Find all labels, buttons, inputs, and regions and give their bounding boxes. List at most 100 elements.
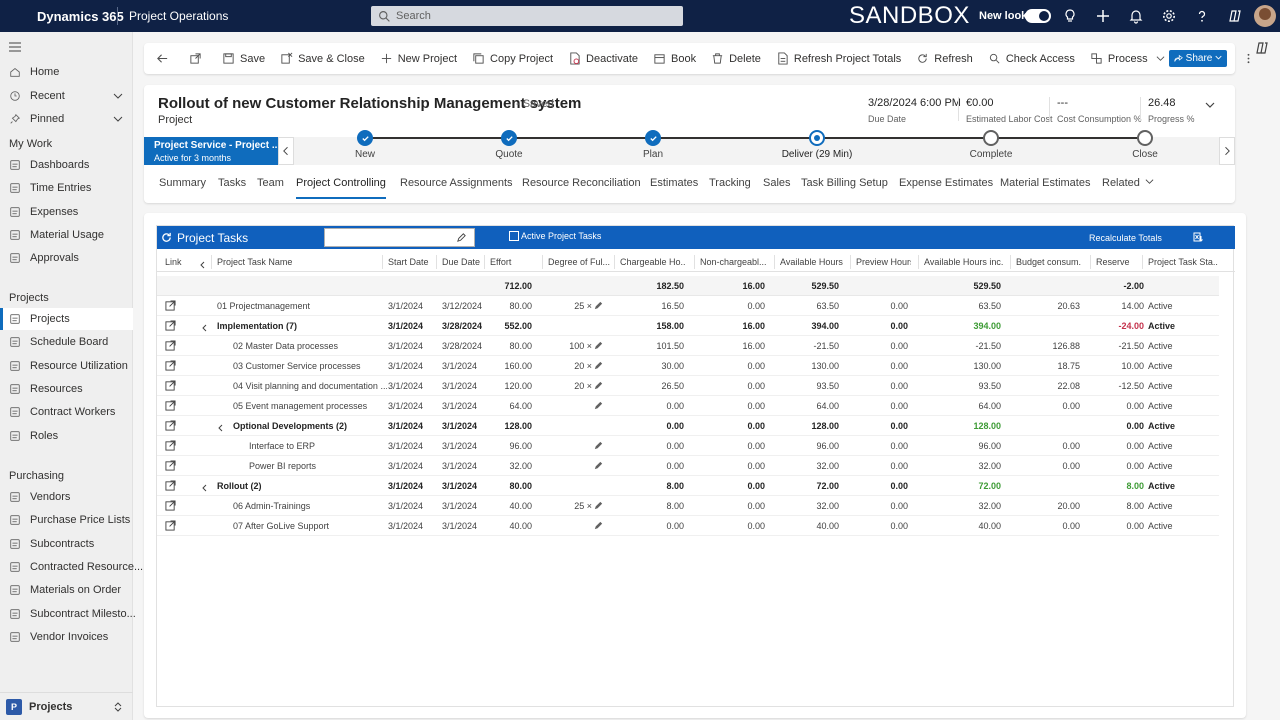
column-header-available-hours[interactable]: Available Hours [780,257,843,267]
export-excel-button[interactable] [1193,231,1205,246]
table-row[interactable]: Implementation (7) 3/1/2024 3/28/2024 552.0… [157,316,1219,336]
hamburger-menu-icon[interactable] [9,41,21,52]
sidebar-item-time-entries[interactable]: Time Entries [0,177,133,199]
open-record-icon[interactable] [165,520,176,531]
sidebar-item-pinned[interactable]: Pinned [0,108,133,130]
tab-summary[interactable]: Summary [159,177,206,189]
check-access-button[interactable]: Check Access [988,52,1075,65]
open-record-icon[interactable] [165,420,176,431]
sidebar-item-material-usage[interactable]: Material Usage [0,224,133,246]
column-header-non-chargeabl[interactable]: Non-chargeabl... [700,257,767,267]
open-record-icon[interactable] [165,360,176,371]
refresh-button[interactable]: Refresh [916,52,973,65]
open-record-icon[interactable] [165,480,176,491]
open-record-icon[interactable] [165,400,176,411]
sidebar-item-dashboards[interactable]: Dashboards [0,154,133,176]
column-header-preview-hours[interactable]: Preview Hours [856,257,911,267]
deactivate-button[interactable]: Deactivate [568,52,638,65]
stage-close-label[interactable]: Close [1132,149,1158,160]
table-row[interactable]: 01 Projectmanagement 3/1/2024 3/12/2024 80.… [157,296,1219,316]
stage-close-node[interactable] [1137,130,1153,146]
popout-button[interactable] [189,52,207,65]
pencil-icon[interactable] [593,340,604,351]
column-header-effort[interactable]: Effort [490,257,512,267]
book-button[interactable]: Book [653,52,696,65]
tab-project-controlling[interactable]: Project Controlling [296,177,386,199]
chevron-down-icon[interactable] [113,114,123,124]
area-switcher[interactable]: P Projects [0,692,133,720]
open-record-icon[interactable] [165,320,176,331]
sidebar-item-recent[interactable]: Recent [0,85,133,107]
table-row[interactable]: Power BI reports 3/1/2024 3/1/2024 32.00 0.0… [157,456,1219,476]
collapse-group-chevron-icon[interactable] [201,321,209,332]
share-primary-button[interactable]: Share [1169,50,1227,67]
header-expand-chevron-icon[interactable] [1204,99,1216,111]
stage-deliver-node[interactable] [809,130,825,146]
stage-quote-label[interactable]: Quote [495,149,523,160]
open-record-icon[interactable] [165,500,176,511]
stage-deliver-label[interactable]: Deliver (29 Min) [781,149,853,160]
chevron-down-icon[interactable] [1156,54,1165,63]
sidebar-item-approvals[interactable]: Approvals [0,247,133,269]
table-row[interactable]: 07 After GoLive Support 3/1/2024 3/1/2024 4… [157,516,1219,536]
sidebar-item-vendors[interactable]: Vendors [0,486,133,508]
pencil-icon[interactable] [593,360,604,371]
back-button[interactable] [156,52,174,65]
open-record-icon[interactable] [165,380,176,391]
save-button[interactable]: Save [222,52,265,65]
stage-quote-node[interactable] [501,130,517,146]
table-row[interactable]: 05 Event management processes 3/1/2024 3/1… [157,396,1219,416]
collapse-group-chevron-icon[interactable] [217,421,225,432]
active-tasks-checkbox[interactable] [509,231,519,241]
tab-material-estimates[interactable]: Material Estimates [1000,177,1090,189]
pencil-icon[interactable] [593,400,604,411]
table-row[interactable]: 06 Admin-Trainings 3/1/2024 3/1/2024 40.00 2… [157,496,1219,516]
sidebar-item-contract-workers[interactable]: Contract Workers [0,401,133,423]
stage-new-label[interactable]: New [354,149,376,160]
open-record-icon[interactable] [165,340,176,351]
tab-resource-assignments[interactable]: Resource Assignments [400,177,513,189]
bpf-prev-button[interactable] [278,137,294,165]
column-header-project-task-name[interactable]: Project Task Name [217,257,293,267]
brand-name[interactable]: Dynamics 365 [37,8,124,24]
stage-new-node[interactable] [357,130,373,146]
user-avatar[interactable] [1254,5,1276,27]
chevron-down-icon[interactable] [113,91,123,101]
bpf-next-button[interactable] [1219,137,1235,165]
new-project-button[interactable]: New Project [380,52,457,65]
tab-resource-reconciliation[interactable]: Resource Reconciliation [522,177,641,189]
collapse-all-chevron-icon[interactable] [199,258,207,269]
column-header-due-date[interactable]: Due Date [442,257,481,267]
lightbulb-icon[interactable] [1062,8,1078,24]
column-header-start-date[interactable]: Start Date [388,257,429,267]
active-process-stage[interactable]: Project Service - Project ... Active for… [144,137,280,165]
tab-task-billing-setup[interactable]: Task Billing Setup [801,177,888,189]
new-look-toggle[interactable] [1025,9,1051,23]
stage-complete-node[interactable] [983,130,999,146]
gear-icon[interactable] [1161,8,1177,24]
open-record-icon[interactable] [165,460,176,471]
refresh-project-totals-button[interactable]: Refresh Project Totals [776,52,901,65]
active-tasks-filter[interactable]: Active Project Tasks [509,231,601,241]
stage-plan-label[interactable]: Plan [642,149,664,160]
pencil-icon[interactable] [593,460,604,471]
open-record-icon[interactable] [165,300,176,311]
sidebar-item-expenses[interactable]: Expenses [0,201,133,223]
tab-tasks[interactable]: Tasks [218,177,246,189]
table-row[interactable]: 03 Customer Service processes 3/1/2024 3/1… [157,356,1219,376]
tab-tracking[interactable]: Tracking [709,177,751,189]
column-header-available-hours-inc[interactable]: Available Hours inc... [924,257,1004,267]
open-record-icon[interactable] [165,440,176,451]
refresh-icon[interactable] [161,232,172,243]
grid-search-input[interactable] [324,228,475,247]
sidebar-item-vendor-invoices[interactable]: Vendor Invoices [0,626,133,648]
table-row[interactable]: 04 Visit planning and documentation ... 3… [157,376,1219,396]
process-button[interactable]: Process [1090,52,1165,65]
column-header-degree-of-ful[interactable]: Degree of Ful... [548,257,611,267]
stage-complete-label[interactable]: Complete [969,149,1013,160]
sidebar-item-resource-utilization[interactable]: Resource Utilization [0,355,133,377]
column-header-link[interactable]: Link [165,257,182,267]
sidebar-item-subcontract-milesto[interactable]: Subcontract Milesto... [0,603,136,625]
sidebar-item-schedule-board[interactable]: Schedule Board [0,331,133,353]
sidebar-item-roles[interactable]: Roles [0,425,133,447]
